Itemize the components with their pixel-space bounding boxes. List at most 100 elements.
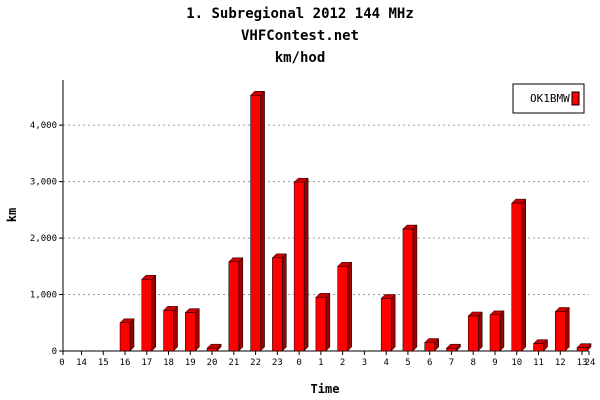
bar-front <box>185 312 196 352</box>
bar-side <box>195 308 200 352</box>
x-tick-label: 6 <box>427 358 432 368</box>
bar-side <box>477 311 483 352</box>
x-tick-label: 23 <box>272 358 283 368</box>
x-axis-label: Time <box>311 382 340 396</box>
bar-side <box>390 293 396 352</box>
x-tick-label: 17 <box>141 358 152 368</box>
x-tick-label: 13 <box>577 358 588 368</box>
bar <box>141 274 157 352</box>
bar-side <box>347 261 352 352</box>
x-tick-label: 7 <box>449 358 454 368</box>
bar <box>380 293 396 352</box>
bar-front <box>228 261 240 352</box>
bar-front <box>293 181 305 352</box>
bar-side <box>499 310 505 352</box>
y-tick-label: 3,000 <box>30 178 57 188</box>
x-tick-label: 20 <box>207 358 218 368</box>
bar-front <box>250 94 261 352</box>
bar-side <box>173 305 178 352</box>
x-tick-label: 0 <box>296 358 301 368</box>
x-tick-label: 22 <box>250 358 261 368</box>
bar <box>532 339 549 352</box>
bar-front <box>555 311 566 352</box>
bar <box>315 292 331 352</box>
bar-side <box>238 257 244 352</box>
x-tick-label: 9 <box>492 358 497 368</box>
bar-front <box>402 228 414 352</box>
bar-front <box>315 297 327 352</box>
chart-title: 1. Subregional 2012 144 MHz <box>186 6 414 22</box>
bar <box>162 305 179 352</box>
x-tick-label: 15 <box>98 358 109 368</box>
bar <box>293 177 309 352</box>
y-tick-labels: 0 1,000 2,000 3,000 4,000 <box>30 121 63 357</box>
bar <box>337 261 353 352</box>
bar-side <box>129 318 135 352</box>
y-tick-label: 1,000 <box>30 291 57 301</box>
y-tick-label: 2,000 <box>30 234 57 244</box>
bar-front <box>511 202 522 352</box>
chart-subtitle-unit: km/hod <box>274 50 326 66</box>
bar-front <box>272 257 283 352</box>
x-tick-label: 18 <box>163 358 174 368</box>
x-tick-label: 3 <box>362 358 367 368</box>
bar-front <box>576 347 588 352</box>
bar-side <box>325 292 331 352</box>
legend-label: OK1BMW <box>530 92 570 105</box>
bar <box>576 343 592 352</box>
bar <box>554 306 570 352</box>
bar-front <box>467 315 479 352</box>
bar-side <box>260 90 265 352</box>
x-tick-label: 4 <box>383 358 388 368</box>
bar <box>228 257 244 352</box>
y-tick-label: 4,000 <box>30 121 57 131</box>
bar <box>206 343 222 352</box>
bar-side <box>282 253 287 352</box>
x-tick-label: 2 <box>340 358 345 368</box>
x-tick-label: 14 <box>76 358 87 368</box>
chart-subtitle-site: VHFContest.net <box>240 28 359 44</box>
legend: OK1BMW <box>512 83 585 114</box>
bar-front <box>206 347 218 352</box>
bar-front <box>380 298 392 352</box>
gridlines <box>63 124 589 296</box>
bar <box>119 318 135 352</box>
x-tick-label: 24 <box>585 358 596 368</box>
bar-side <box>303 177 309 352</box>
legend-swatch <box>571 91 580 106</box>
bar-side <box>521 198 526 352</box>
bar-front <box>489 314 501 352</box>
x-tick-label: 11 <box>533 358 544 368</box>
y-axis-label: km <box>5 208 19 222</box>
bar-front <box>446 347 457 352</box>
bar-side <box>151 274 157 352</box>
bar <box>184 308 200 352</box>
bar-side <box>565 306 570 352</box>
x-tick-label: 1 <box>318 358 323 368</box>
bar <box>249 90 266 352</box>
y-tick-label: 0 <box>52 347 57 357</box>
bar-side <box>412 224 418 352</box>
bar <box>402 224 418 352</box>
x-tick-label: 8 <box>471 358 476 368</box>
bar <box>489 310 505 352</box>
bar-front <box>337 266 348 352</box>
x-tick-label: 12 <box>555 358 566 368</box>
x-tick-label: 5 <box>405 358 410 368</box>
x-tick-label: 19 <box>185 358 196 368</box>
bar-front <box>141 279 153 352</box>
bar-front <box>119 322 131 352</box>
x-tick-label: 21 <box>228 358 239 368</box>
bar <box>424 337 440 352</box>
bar <box>467 311 483 352</box>
bars <box>119 90 592 352</box>
x-tick-label: 10 <box>511 358 522 368</box>
bar-front <box>533 343 544 352</box>
x-tick-label: 0 <box>59 358 64 368</box>
bar <box>445 343 462 352</box>
bar <box>511 198 527 352</box>
bar-front <box>424 342 435 352</box>
bar <box>271 253 287 352</box>
